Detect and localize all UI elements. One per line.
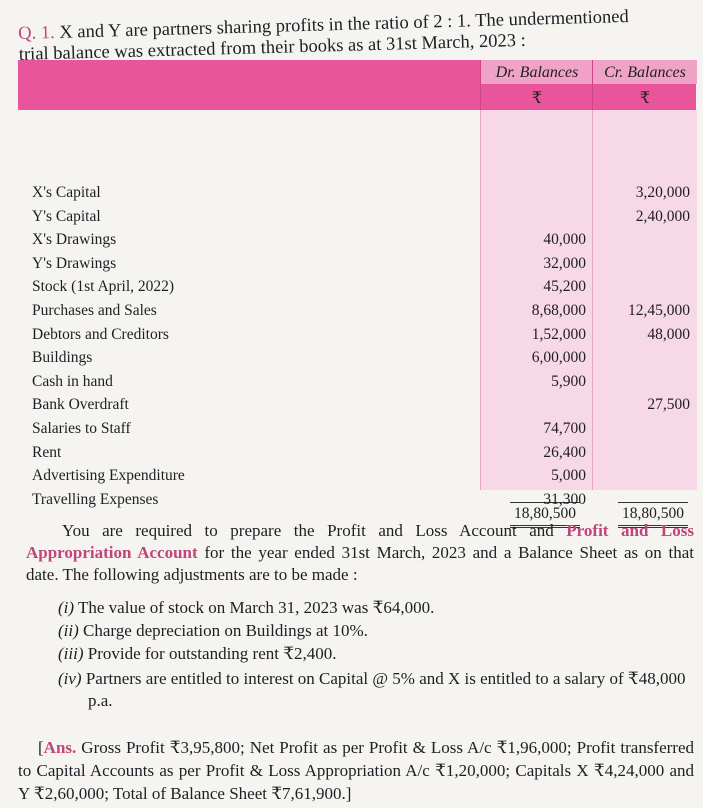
row-label: Y's Capital <box>32 207 101 225</box>
adjustment-text: Partners are entitled to interest on Cap… <box>85 669 686 710</box>
table-row: Bank Overdraft 27,500 <box>18 396 696 419</box>
row-dr-value: 32,000 <box>543 254 586 272</box>
row-label: Bank Overdraft <box>32 396 129 414</box>
row-label: Y's Drawings <box>32 254 117 272</box>
table-body: 18,80,500 18,80,500 X's Capital 3,20,000 Y… <box>18 110 697 528</box>
row-label: Buildings <box>32 349 93 367</box>
cr-header: Cr. Balances <box>593 60 697 84</box>
adjustment-number: (iv) <box>58 669 82 688</box>
row-dr-value: 8,68,000 <box>531 302 586 319</box>
dr-currency: ₹ <box>531 90 543 107</box>
table-row: Purchases and Sales 8,68,000 12,45,000 <box>18 302 696 325</box>
adjustment-item: (ii) Charge depreciation on Buildings at… <box>58 620 694 642</box>
row-cr-value: 2,40,000 <box>635 207 690 225</box>
question-number: Q. 1. <box>18 22 56 44</box>
instructions-part2: for the year ended 31st March, 2023 and … <box>26 543 694 584</box>
instructions-highlight: Profit and Loss Appropriation Account <box>26 521 694 562</box>
table-row: X's Capital 3,20,000 <box>18 184 696 207</box>
answer-text: Gross Profit ₹3,95,800; Net Profit as pe… <box>18 738 695 803</box>
row-label: X's Capital <box>32 184 101 201</box>
row-label: X's Drawings <box>32 231 117 249</box>
dr-header: Dr. Balances <box>481 60 593 84</box>
row-label: Rent <box>32 443 62 461</box>
row-dr-value: 6,00,000 <box>531 349 586 367</box>
adjustment-number: (i) <box>58 598 75 617</box>
row-label: Debtors and Creditors <box>32 325 169 343</box>
adjustment-number: (iii) <box>58 644 84 663</box>
table-row: Advertising Expenditure 5,000 <box>18 467 696 490</box>
row-cr-value: 3,20,000 <box>635 184 690 201</box>
answer: [Ans. Gross Profit ₹3,95,800; Net Profit… <box>18 738 695 803</box>
row-dr-value: 1,52,000 <box>531 325 586 343</box>
adjustment-text: Provide for outstanding rent ₹2,400. <box>87 644 337 663</box>
row-dr-value: 26,400 <box>543 443 586 461</box>
row-dr-value: 40,000 <box>543 231 586 249</box>
row-dr-value: 5,900 <box>551 372 586 390</box>
row-label: Travelling Expenses <box>32 490 159 508</box>
row-label: Stock (1st April, 2022) <box>32 278 175 296</box>
row-label: Purchases and Sales <box>32 302 157 319</box>
adjustment-text: The value of stock on March 31, 2023 was… <box>78 598 435 617</box>
row-dr-value: 74,700 <box>543 420 586 437</box>
table-row: Cash in hand 5,900 <box>18 373 696 396</box>
answer-label: Ans. <box>43 738 77 757</box>
row-dr-value: 31,300 <box>543 490 586 508</box>
adjustment-item: (i) The value of stock on March 31, 2023… <box>58 597 694 619</box>
cr-total: 18,80,500 <box>618 502 688 528</box>
table-row: Y's Capital 2,40,000 <box>18 208 696 231</box>
table-header: Dr. Balances ₹ Cr. Balances ₹ <box>18 60 697 110</box>
dr-total: 18,80,500 <box>510 502 580 528</box>
row-label: Salaries to Staff <box>32 420 131 437</box>
table-row: X's Drawings 40,000 <box>18 231 696 254</box>
row-dr-value: 5,000 <box>551 467 586 485</box>
row-cr-value: 12,45,000 <box>628 302 690 319</box>
table-row: Buildings 6,00,000 <box>18 349 696 372</box>
adjustment-item: (iii) Provide for outstanding rent ₹2,40… <box>58 643 694 665</box>
adjustment-item: (iv) Partners are entitled to interest o… <box>58 668 694 712</box>
table-row: Debtors and Creditors 1,52,000 48,000 <box>18 326 696 349</box>
adjustment-text: Charge depreciation on Buildings at 10%. <box>83 621 368 640</box>
row-dr-value: 45,200 <box>543 278 586 296</box>
instructions: You are required to prepare the Profit a… <box>26 520 694 586</box>
trial-balance-table: Dr. Balances ₹ Cr. Balances ₹ 18,80,500 18… <box>18 60 697 528</box>
question: Q. 1. X and Y are partners sharing profi… <box>18 5 699 66</box>
row-cr-value: 48,000 <box>647 325 690 343</box>
table-row: Travelling Expenses 31,300 <box>18 491 696 514</box>
row-label: Advertising Expenditure <box>32 467 185 485</box>
table-row: Rent 26,400 <box>18 444 696 467</box>
cr-currency: ₹ <box>639 90 651 107</box>
table-row: Y's Drawings 32,000 <box>18 255 696 278</box>
table-row: Stock (1st April, 2022) 45,200 <box>18 278 696 301</box>
row-cr-value: 27,500 <box>647 396 690 414</box>
table-row: Salaries to Staff 74,700 <box>18 420 696 443</box>
adjustment-number: (ii) <box>58 621 79 640</box>
instructions-part1: You are required to prepare the Profit a… <box>62 521 567 540</box>
row-label: Cash in hand <box>32 372 113 390</box>
